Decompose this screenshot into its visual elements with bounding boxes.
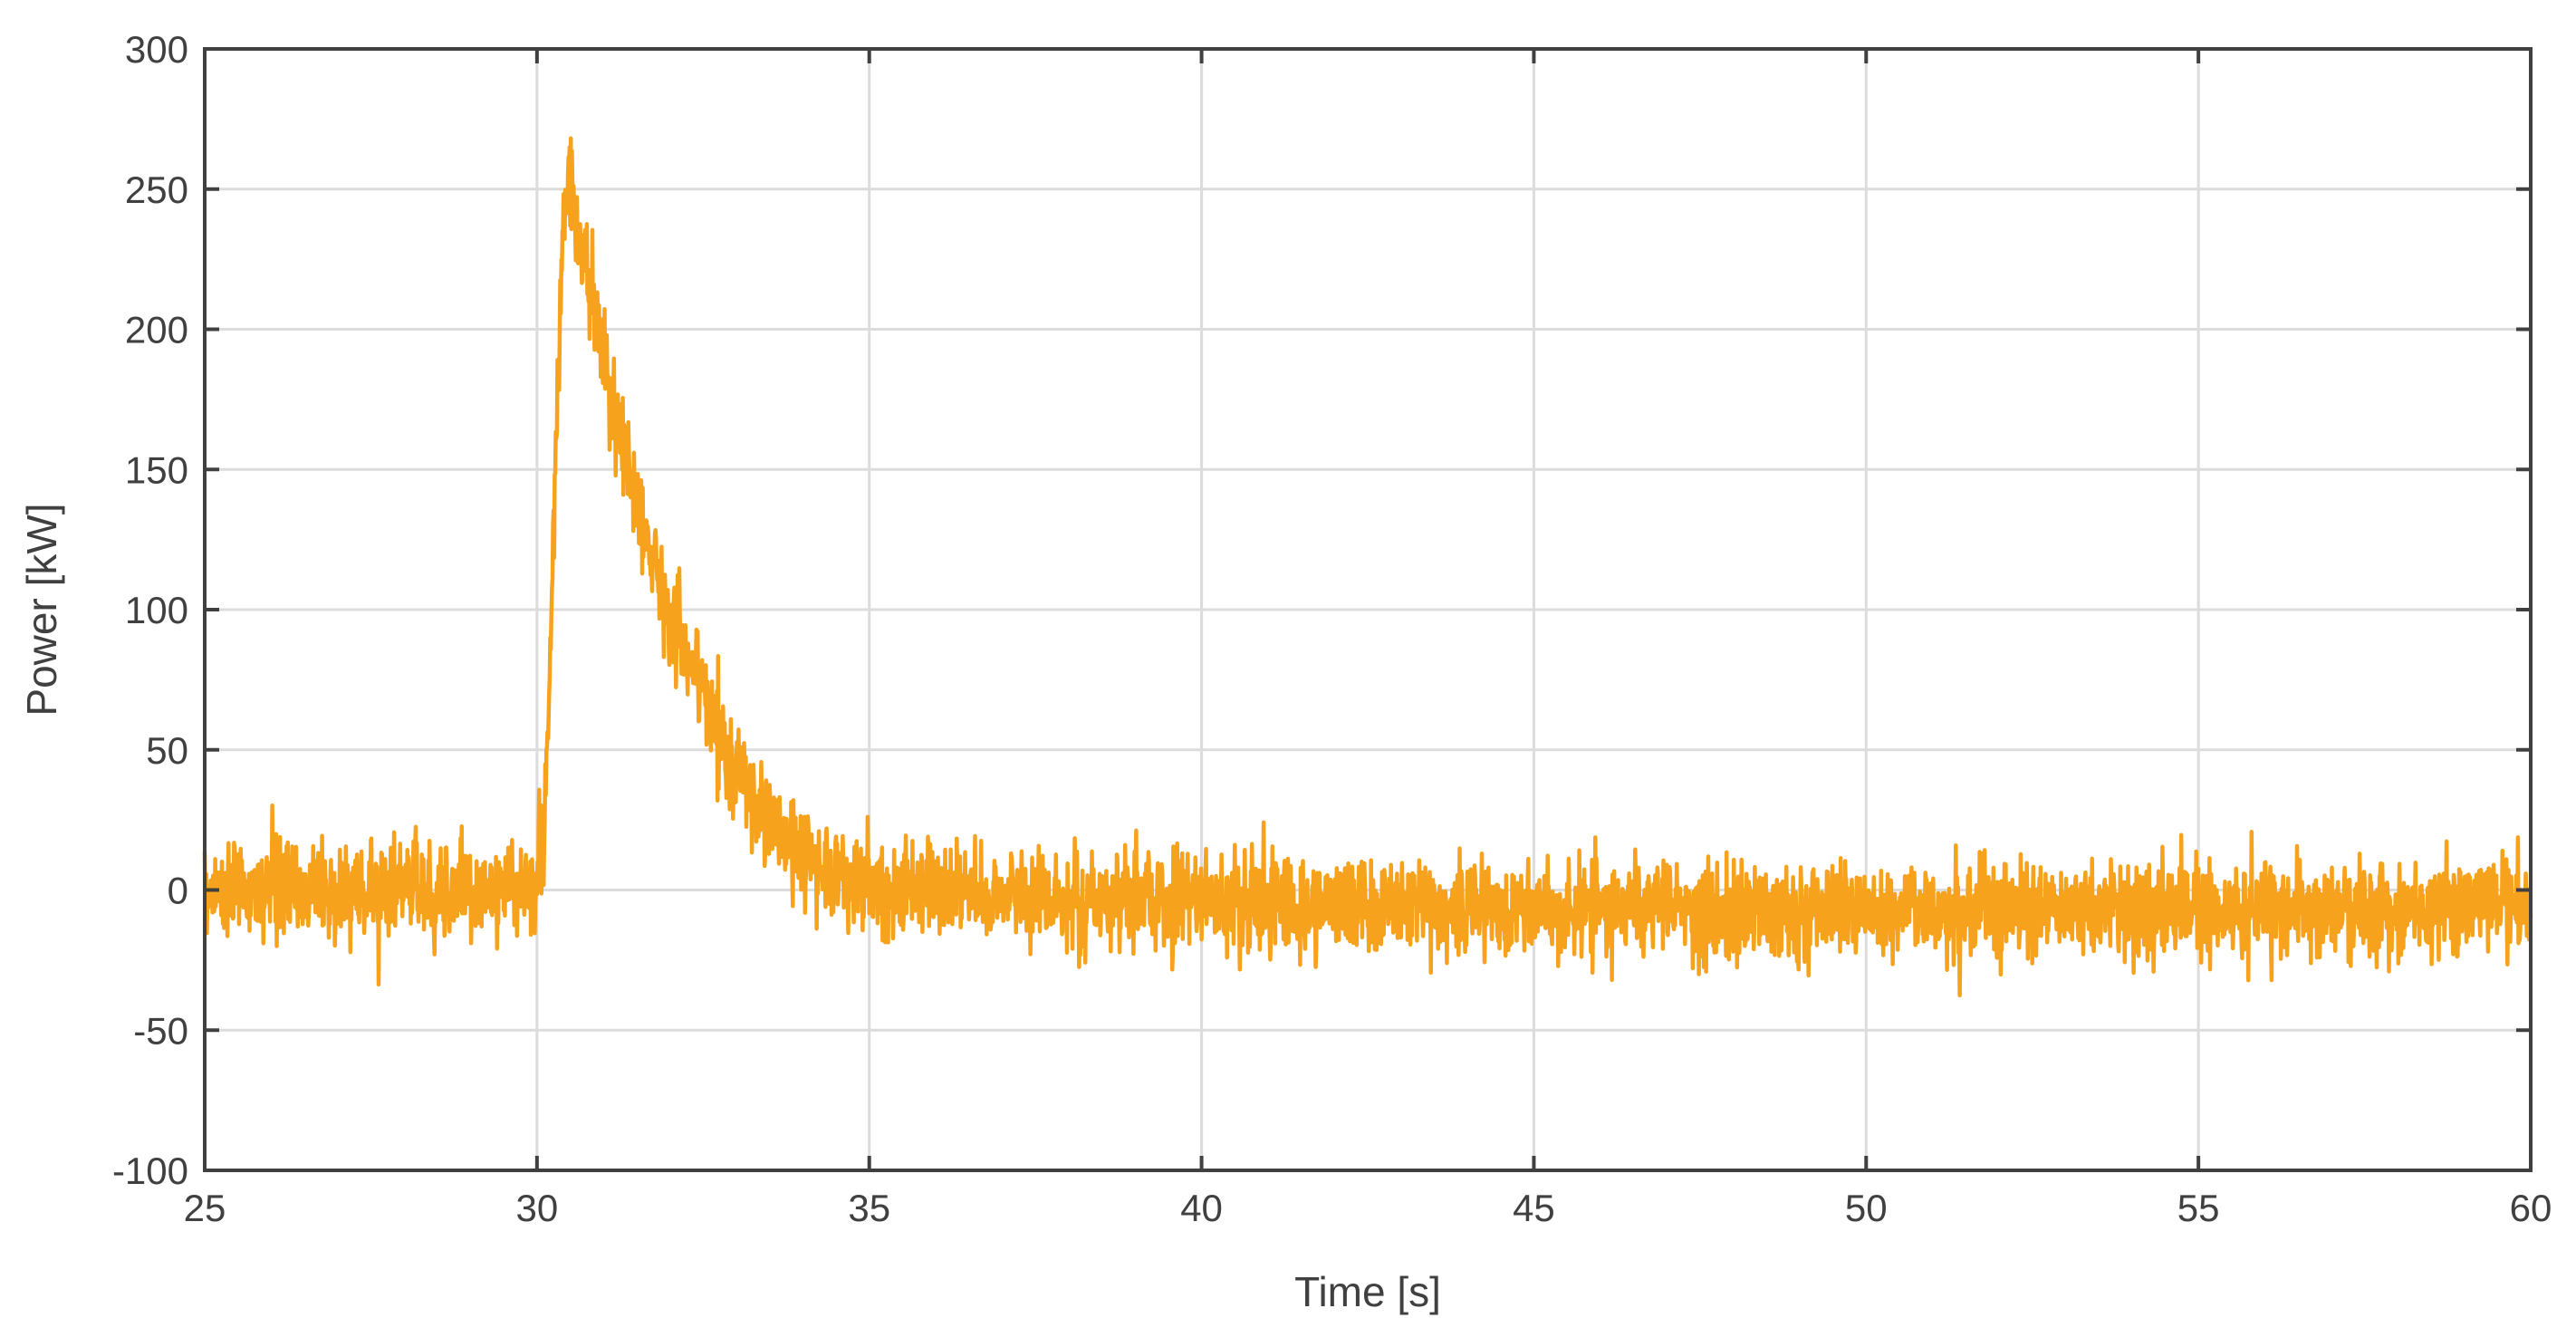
x-tick-label: 60 [2510,1187,2552,1229]
x-tick-label: 35 [848,1187,890,1229]
grid-lines [205,49,2531,1170]
y-tick-label: 0 [168,870,188,912]
x-tick-label: 40 [1180,1187,1223,1229]
y-tick-label: 50 [146,729,188,772]
x-tick-label: 45 [1513,1187,1555,1229]
y-tick-label: 250 [125,168,188,211]
x-tick-label: 50 [1845,1187,1888,1229]
y-tick-label: 150 [125,448,188,491]
tick-labels: 25 30 35 40 45 50 55 60 -100 -50 0 50 100 150 200 250 30… [112,28,2552,1229]
tick-marks [203,47,2533,1172]
series-layer [202,136,2533,998]
y-tick-label: 300 [125,28,188,71]
power-series-line [202,136,2533,998]
x-tick-label: 25 [184,1187,226,1229]
y-tick-label: 100 [125,589,188,631]
y-tick-label: -100 [112,1150,188,1192]
y-tick-label: 200 [125,309,188,351]
y-tick-label: -50 [133,1009,188,1052]
x-axis-label: Time [s] [1294,1268,1441,1315]
y-axis-label: Power [kW] [18,503,65,716]
x-tick-label: 30 [515,1187,558,1229]
x-tick-label: 55 [2177,1187,2220,1229]
